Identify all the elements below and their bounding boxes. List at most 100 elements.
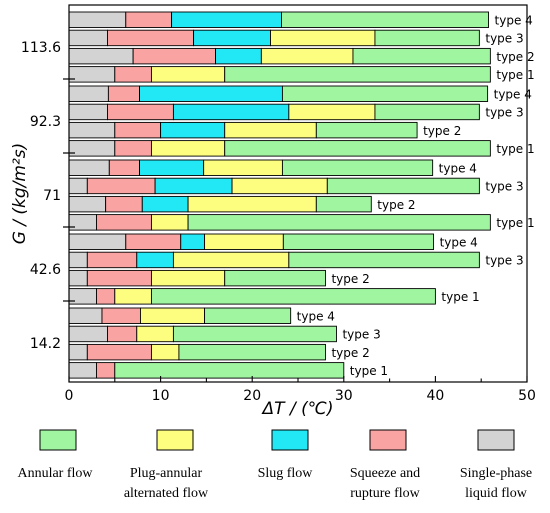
- bar-segment-plug_annular: [150, 66, 226, 83]
- bar-segment-single_phase: [68, 251, 88, 269]
- bar-segment-single_phase: [68, 307, 103, 324]
- bar-label: type 1: [496, 142, 534, 156]
- bar-segment-single_phase: [68, 195, 107, 213]
- x-tick-label: 0: [65, 388, 74, 404]
- bar-segment-plug_annular: [139, 307, 206, 324]
- y-axis-title: G / (kg/m²s): [10, 143, 30, 245]
- bar-segment-annular: [150, 288, 436, 305]
- bar-segment-single_phase: [68, 66, 116, 83]
- bar-segment-single_phase: [68, 288, 97, 305]
- legend-label: Annular flow: [17, 466, 93, 481]
- bar-segment-plug_annular: [260, 47, 354, 65]
- bar-segment-plug_annular: [172, 251, 290, 269]
- legend-label: alternated flow: [124, 486, 209, 501]
- bar-label: type 4: [494, 88, 532, 102]
- bar-segment-single_phase: [68, 362, 97, 379]
- bar-segment-single_phase: [68, 233, 127, 250]
- y-tick-label: 42.6: [30, 262, 61, 278]
- bar-segment-squeeze: [114, 66, 152, 83]
- bar-segment-annular: [178, 343, 326, 361]
- bar-segment-plug_annular: [288, 103, 376, 121]
- legend-swatch-plug_annular: [156, 429, 194, 451]
- bar-segment-plug_annular: [270, 29, 376, 47]
- legend-swatch-annular: [39, 429, 77, 451]
- bar-label: type 1: [441, 290, 479, 304]
- bar-segment-squeeze: [86, 251, 138, 269]
- bar-label: type 2: [496, 50, 534, 64]
- legend-label: Plug-annular: [130, 466, 203, 481]
- bar-label: type 2: [331, 272, 369, 286]
- bar-segment-annular: [114, 362, 345, 379]
- bar-segment-single_phase: [68, 214, 97, 231]
- bar-label: type 4: [440, 236, 478, 250]
- bar-segment-plug_annular: [150, 343, 180, 361]
- bar-segment-squeeze: [86, 269, 152, 287]
- bar-segment-annular: [204, 307, 292, 324]
- bar-segment-slug: [172, 103, 290, 121]
- x-axis-title: ΔT / (℃): [261, 399, 334, 419]
- bar-segment-squeeze: [108, 159, 140, 176]
- axes-layer: 0 10 20 30 40 50 ΔT / (℃) G / (kg/m²s): [10, 4, 536, 419]
- bar-segment-plug_annular: [136, 325, 174, 343]
- x-tick-label: 40: [426, 388, 444, 404]
- x-tick-label: 50: [518, 388, 536, 404]
- bar-segment-slug: [141, 195, 189, 213]
- legend-label: liquid flow: [465, 486, 528, 501]
- bar-segment-plug_annular: [114, 288, 152, 305]
- bar-segment-slug: [160, 121, 226, 139]
- bar-label: type 3: [485, 106, 523, 120]
- bar-segment-slug: [215, 47, 262, 65]
- bar-segment-slug: [193, 29, 271, 47]
- bar-segment-single_phase: [68, 29, 108, 47]
- bar-segment-plug_annular: [204, 233, 284, 250]
- bar-label: type 4: [297, 310, 335, 324]
- bar-segment-slug: [136, 251, 174, 269]
- y-tick-label: 71: [43, 188, 61, 204]
- bar-segment-plug_annular: [224, 121, 317, 139]
- bar-segment-squeeze: [132, 47, 217, 65]
- bar-segment-squeeze: [105, 195, 143, 213]
- bar-segment-plug_annular: [203, 159, 283, 176]
- bar-segment-squeeze: [96, 362, 116, 379]
- bar-segment-plug_annular: [150, 140, 226, 157]
- bar-segment-annular: [288, 251, 480, 269]
- bar-segment-single_phase: [68, 11, 127, 28]
- bar-segment-annular: [224, 269, 326, 287]
- bar-label: type 4: [439, 162, 477, 176]
- bar-segment-squeeze: [114, 121, 162, 139]
- bar-label: type 2: [423, 124, 461, 138]
- bar-segment-squeeze: [107, 325, 138, 343]
- bar-segment-plug_annular: [150, 214, 189, 231]
- bar-label: type 1: [496, 68, 534, 82]
- legend-label: Slug flow: [258, 466, 314, 481]
- legend-swatch-slug: [271, 429, 309, 451]
- bar-label: type 2: [377, 198, 415, 212]
- bar-segment-slug: [139, 159, 205, 176]
- bar-segment-annular: [282, 233, 435, 250]
- bar-segment-squeeze: [125, 233, 182, 250]
- bar-segment-squeeze: [107, 29, 195, 47]
- bar-segment-single_phase: [68, 121, 116, 139]
- bar-segment-annular: [374, 29, 480, 47]
- bar-label: type 3: [342, 328, 380, 342]
- legend-label: rupture flow: [350, 486, 420, 501]
- y-tick-label: 113.6: [21, 40, 61, 56]
- bar-segment-plug_annular: [150, 269, 226, 287]
- legend-label: Single-phase: [460, 466, 532, 481]
- x-tick-label: 20: [243, 388, 261, 404]
- bar-segment-annular: [224, 66, 491, 83]
- bar-segment-annular: [281, 159, 434, 176]
- x-tick-label: 10: [152, 388, 170, 404]
- x-tick-label: 30: [335, 388, 353, 404]
- bar-segment-squeeze: [86, 177, 156, 195]
- labels-layer: type 4 type 3 type 2 type 1 113.6 type 4 type …: [21, 14, 535, 379]
- bar-segment-slug: [154, 177, 233, 195]
- bar-segment-slug: [180, 233, 206, 250]
- bar-segment-annular: [315, 195, 372, 213]
- bar-segment-single_phase: [68, 343, 88, 361]
- bar-segment-squeeze: [107, 103, 174, 121]
- bar-segment-single_phase: [68, 140, 116, 157]
- bar-label: type 3: [485, 180, 523, 194]
- bar-segment-single_phase: [68, 269, 88, 287]
